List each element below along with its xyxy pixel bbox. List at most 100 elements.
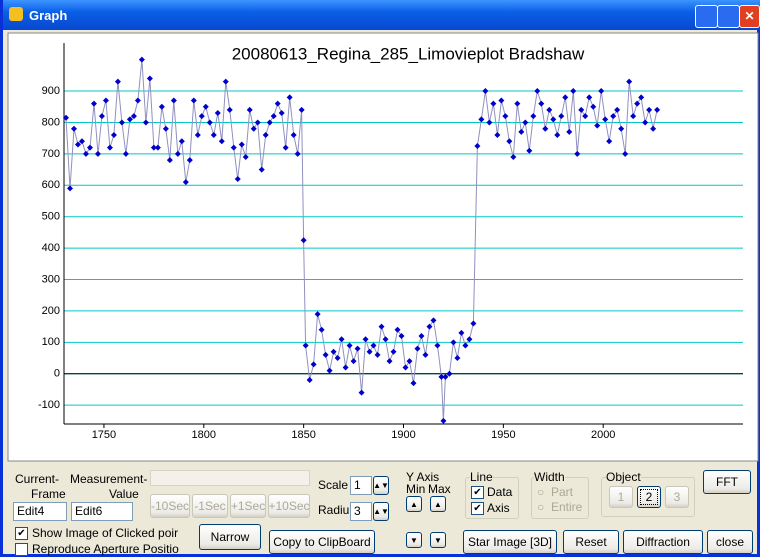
spin-button[interactable]: ▲▼ [373, 502, 389, 521]
data-point [122, 150, 129, 157]
spin-button[interactable]: ▲ [430, 496, 446, 512]
spin-button[interactable]: ▲ [406, 496, 422, 512]
chart: 20080613_Regina_285_Limovieplot Bradshaw… [7, 32, 759, 462]
fft-button[interactable]: FFT [703, 470, 751, 494]
spin-button[interactable]: ▼ [430, 532, 446, 548]
radio[interactable]: ○ [537, 500, 545, 514]
data-point [430, 317, 437, 324]
data-point [330, 348, 337, 355]
frame-scrollbar[interactable] [150, 470, 310, 486]
data-point [306, 377, 313, 384]
object-button[interactable]: 2 [637, 486, 661, 508]
data-point [478, 116, 485, 123]
data-point [238, 141, 245, 148]
narrow-button[interactable]: Narrow [199, 524, 261, 550]
data-point [358, 389, 365, 396]
data-point [178, 138, 185, 145]
data-point [290, 132, 297, 139]
step-button[interactable]: -10Sec [150, 494, 190, 518]
value-edit[interactable]: Edit6 [71, 502, 133, 521]
object-button[interactable]: 3 [665, 486, 689, 508]
checkbox[interactable]: ✔ [15, 527, 28, 540]
y-tick-label: 300 [42, 273, 60, 285]
data-point [278, 110, 285, 117]
step-button[interactable]: -1Sec [192, 494, 228, 518]
data-point [570, 88, 577, 95]
copy-button[interactable]: Copy to ClipBoard [269, 530, 375, 554]
frame-edit[interactable]: Edit4 [13, 502, 67, 521]
data-point [206, 119, 213, 126]
data-point [470, 320, 477, 327]
data-point [606, 138, 613, 145]
data-point [298, 106, 305, 113]
data-point [474, 143, 481, 150]
data-point [410, 380, 417, 387]
data-point [74, 141, 81, 148]
data-point [262, 132, 269, 139]
data-point [274, 100, 281, 107]
data-point [342, 364, 349, 371]
data-point [382, 336, 389, 343]
spin-button[interactable]: ▼ [406, 532, 422, 548]
data-point [574, 150, 581, 157]
radio-label: Part [551, 485, 574, 499]
data-point [626, 78, 633, 85]
y-tick-label: 400 [42, 242, 60, 254]
data-point [98, 113, 105, 120]
diffraction-button[interactable]: Diffraction [623, 530, 703, 554]
step-button[interactable]: +10Sec [268, 494, 310, 518]
data-point [322, 351, 329, 358]
data-point [378, 323, 385, 330]
data-point [638, 94, 645, 101]
y-tick-label: 100 [42, 336, 60, 348]
data-point [366, 348, 373, 355]
data-point [182, 179, 189, 186]
radio[interactable]: ○ [537, 485, 545, 499]
step-button[interactable]: +1Sec [230, 494, 266, 518]
y-tick-label: -100 [38, 399, 60, 411]
data-point [386, 358, 393, 365]
data-point [562, 94, 569, 101]
label: Measurement- [70, 472, 148, 486]
checkbox[interactable] [15, 543, 28, 556]
y-tick-label: 200 [42, 305, 60, 317]
object-button[interactable]: 1 [609, 486, 633, 508]
data-point [302, 342, 309, 349]
scale-edit[interactable]: 1 [350, 476, 372, 495]
data-point [126, 116, 133, 123]
radius-edit[interactable]: 3 [350, 502, 372, 521]
x-tick-label: 1800 [192, 429, 216, 441]
x-tick-label: 2000 [591, 429, 615, 441]
data-point [170, 97, 177, 104]
reset-button[interactable]: Reset [563, 530, 619, 554]
data-point [110, 132, 117, 139]
y-tick-label: 500 [42, 211, 60, 223]
data-point [234, 176, 241, 183]
data-point [142, 119, 149, 126]
data-point [106, 144, 113, 151]
x-tick-label: 1750 [92, 429, 116, 441]
data-point [622, 150, 629, 157]
data-point [646, 106, 653, 113]
group-label: Width [534, 470, 565, 484]
data-point [102, 97, 109, 104]
data-point [418, 333, 425, 340]
data-point [294, 150, 301, 157]
spin-button[interactable]: ▲▼ [373, 476, 389, 495]
data-point [534, 88, 541, 95]
data-point [446, 370, 453, 377]
data-point [258, 166, 265, 173]
checkbox[interactable]: ✔ [471, 486, 484, 499]
data-point [70, 125, 77, 132]
data-point [154, 144, 161, 151]
star-image-button[interactable]: Star Image [3D] [463, 530, 557, 554]
data-point [450, 339, 457, 346]
group-label: Object [606, 470, 641, 484]
close-button[interactable]: close [707, 530, 753, 554]
y-tick-label: 900 [42, 85, 60, 97]
checkbox[interactable]: ✔ [471, 502, 484, 515]
data-point [398, 333, 405, 340]
data-point [414, 345, 421, 352]
data-point [162, 125, 169, 132]
data-point [346, 342, 353, 349]
